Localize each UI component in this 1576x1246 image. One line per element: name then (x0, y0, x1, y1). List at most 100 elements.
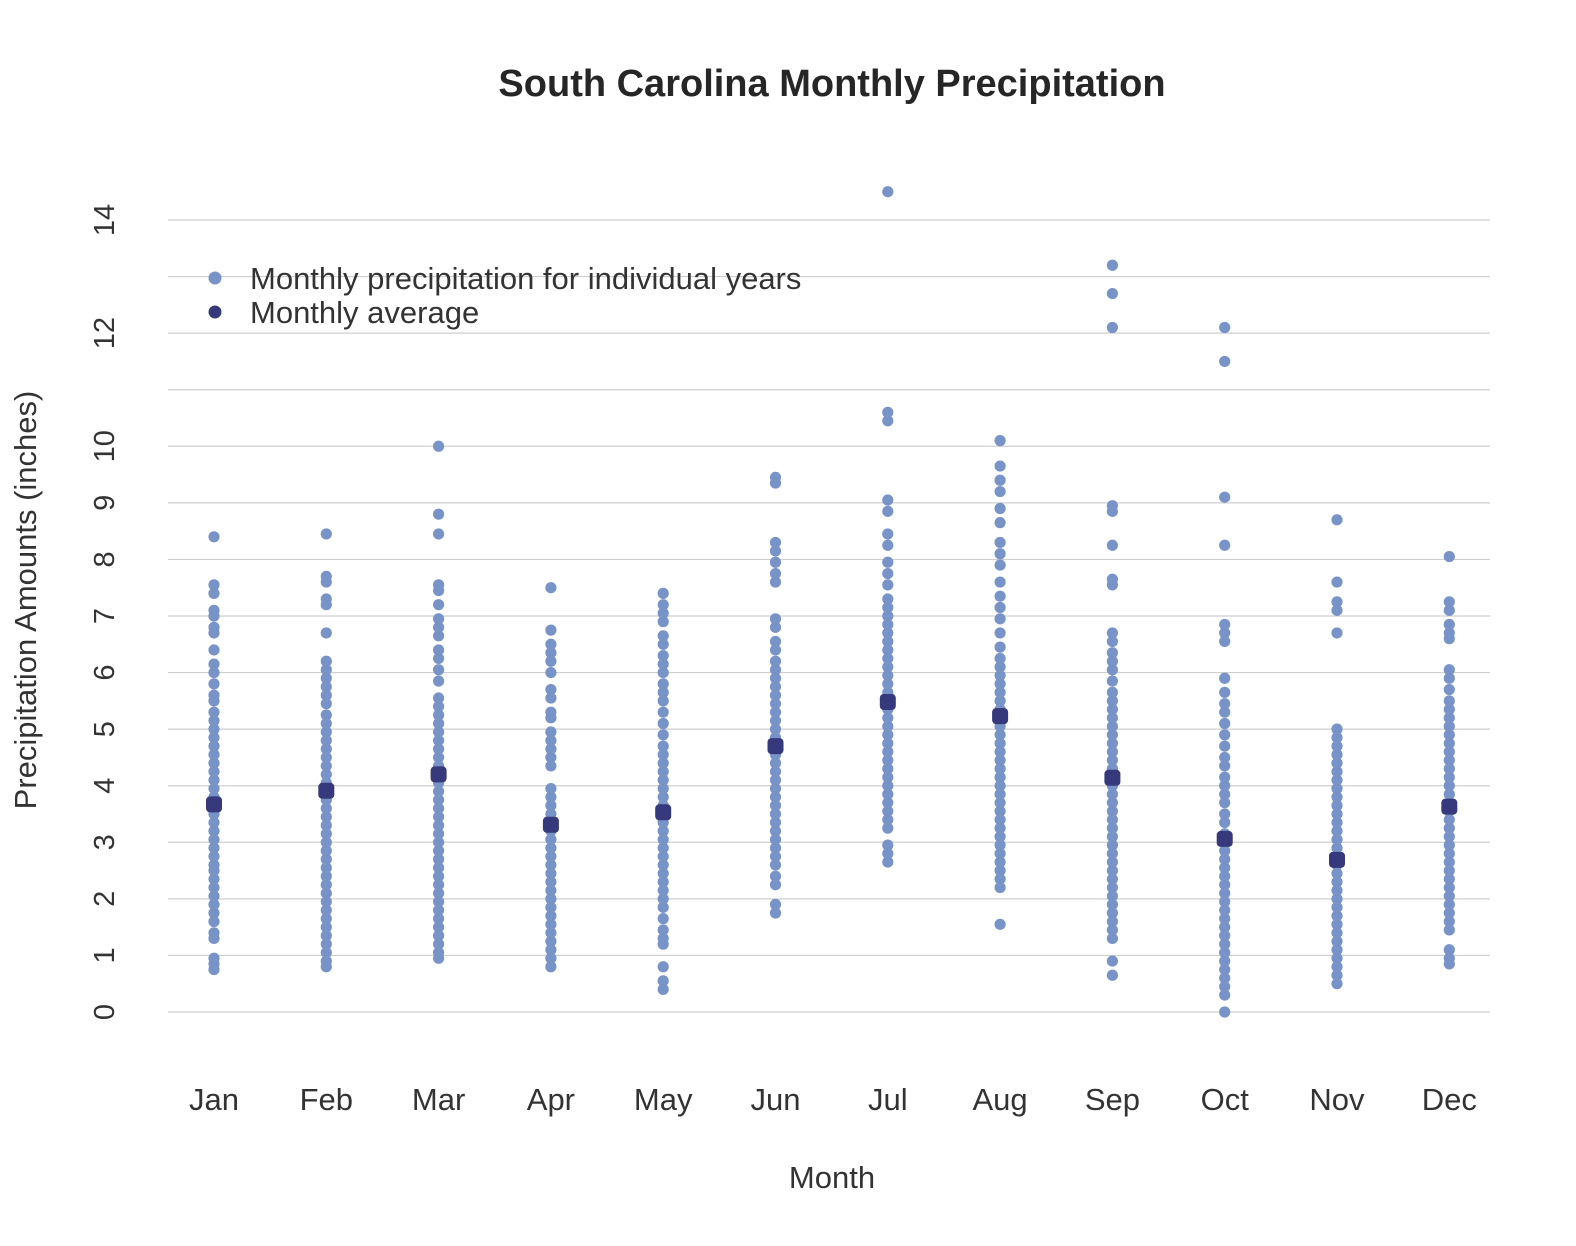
individual-year-point (545, 692, 557, 704)
monthly-average-point (206, 796, 222, 813)
individual-year-point (769, 536, 782, 549)
individual-year-point (1331, 884, 1343, 896)
individual-year-point (1106, 848, 1118, 860)
individual-year-point (1219, 921, 1231, 933)
monthly-average-point (1441, 798, 1458, 815)
y-axis-label: Precipitation Amounts (inches) (8, 391, 43, 810)
individual-year-point (1106, 720, 1118, 732)
individual-year-point (433, 692, 445, 704)
individual-year-point (1219, 771, 1231, 783)
chart-title: South Carolina Monthly Precipitation (498, 63, 1165, 105)
individual-year-point (657, 791, 669, 803)
individual-year-point (1219, 862, 1231, 874)
individual-year-point (1331, 740, 1343, 752)
individual-year-point (1331, 842, 1343, 854)
individual-year-point (769, 576, 782, 588)
individual-year-point (1443, 683, 1455, 696)
individual-year-point (994, 839, 1006, 851)
individual-year-point (994, 788, 1006, 800)
individual-year-point (208, 749, 220, 761)
individual-year-point (1219, 740, 1231, 752)
individual-year-point (1219, 887, 1231, 899)
individual-year-point (1331, 927, 1343, 939)
individual-year-point (433, 508, 445, 520)
individual-year-point (994, 797, 1006, 809)
individual-year-point (1331, 893, 1343, 905)
individual-year-point (320, 743, 332, 755)
individual-year-point (320, 698, 332, 710)
x-tick-label: Nov (1309, 1082, 1365, 1117)
individual-year-point (320, 811, 332, 823)
individual-year-point (769, 816, 782, 829)
individual-year-point (1106, 898, 1118, 911)
individual-year-point (208, 723, 220, 735)
individual-year-point (433, 862, 445, 874)
individual-year-point (1106, 881, 1118, 894)
individual-year-point (1219, 896, 1231, 908)
individual-year-point (994, 881, 1006, 894)
individual-year-point (769, 782, 782, 795)
individual-year-point (769, 859, 782, 871)
y-tick-label: 0 (89, 1004, 121, 1020)
individual-year-point (208, 644, 220, 656)
individual-year-point (433, 828, 445, 840)
individual-year-point (1443, 881, 1455, 894)
individual-year-point (994, 814, 1006, 826)
individual-year-point (1331, 723, 1343, 735)
individual-year-point (1443, 551, 1455, 563)
x-tick-label: Dec (1422, 1082, 1477, 1117)
individual-year-point (545, 927, 557, 939)
individual-year-point (1106, 924, 1118, 936)
individual-year-point (657, 859, 669, 871)
individual-year-point (657, 658, 669, 670)
individual-year-point (1219, 947, 1231, 959)
individual-year-point (1331, 825, 1343, 837)
individual-year-point (1219, 321, 1231, 334)
individual-year-point (657, 884, 669, 896)
individual-year-point (657, 599, 669, 611)
individual-year-point (657, 757, 669, 769)
individual-year-point (1443, 864, 1455, 877)
individual-year-point (208, 689, 220, 701)
individual-year-point (657, 706, 669, 718)
individual-year-point (1219, 751, 1231, 764)
individual-year-point (1219, 627, 1231, 639)
x-axis-label: Month (789, 1160, 875, 1195)
individual-year-point (994, 729, 1006, 741)
individual-year-point (1219, 913, 1231, 925)
individual-year-point (769, 723, 782, 735)
individual-year-point (1331, 808, 1343, 820)
individual-year-point (882, 644, 894, 656)
individual-year-point (433, 836, 445, 848)
individual-year-point (433, 794, 445, 806)
individual-year-point (433, 853, 445, 865)
individual-year-point (882, 186, 894, 198)
individual-year-point (320, 896, 332, 908)
individual-year-point (1443, 952, 1455, 964)
individual-year-point (1331, 969, 1343, 981)
individual-year-point (1443, 695, 1455, 707)
individual-year-point (769, 471, 782, 483)
individual-year-point (320, 717, 332, 730)
x-tick-label: Mar (412, 1082, 465, 1117)
individual-year-point (994, 805, 1006, 817)
individual-year-point (545, 918, 557, 930)
individual-year-point (882, 556, 894, 568)
y-tick-label: 10 (89, 430, 121, 462)
individual-year-point (1106, 890, 1118, 902)
x-tick-label: May (634, 1082, 693, 1117)
individual-year-point (1106, 873, 1118, 885)
individual-year-point (1106, 955, 1118, 967)
individual-year-point (1106, 321, 1118, 334)
individual-year-point (769, 698, 782, 710)
individual-year-point (657, 893, 669, 905)
individual-year-point (1443, 890, 1455, 902)
individual-year-point (769, 833, 782, 846)
individual-year-point (1106, 839, 1118, 851)
individual-year-point (545, 655, 557, 667)
individual-year-point (1219, 963, 1231, 976)
individual-year-point (545, 901, 557, 913)
individual-year-point (1106, 627, 1118, 639)
individual-year-point (1219, 539, 1231, 551)
individual-year-point (208, 732, 220, 744)
